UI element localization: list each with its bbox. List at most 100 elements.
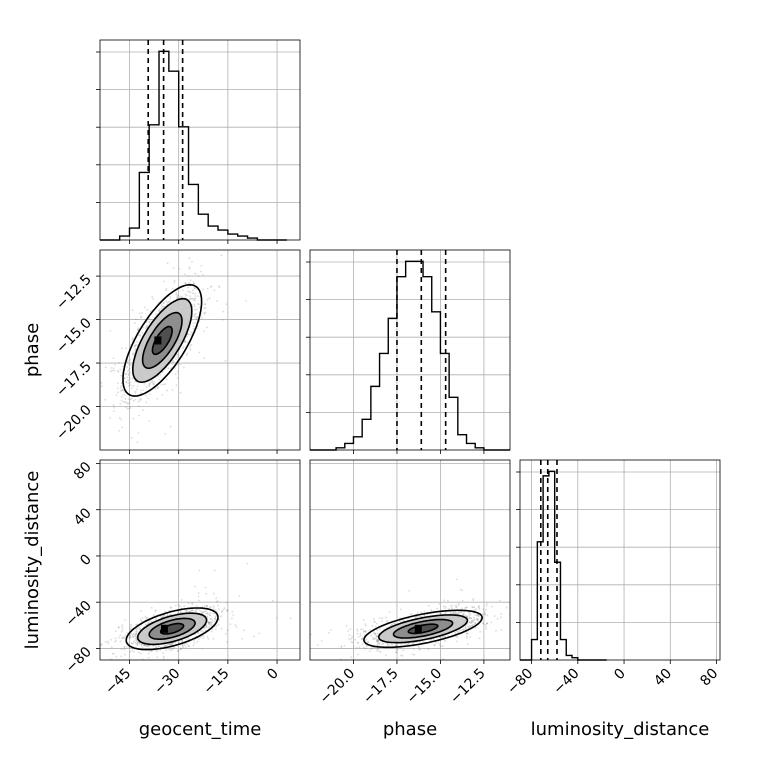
- sample-point: [100, 643, 102, 646]
- sample-point: [218, 608, 220, 610]
- sample-point: [141, 331, 144, 334]
- y-tick-label-phase: −12.5: [53, 272, 95, 314]
- sample-point: [477, 614, 480, 617]
- sample-point: [464, 627, 467, 630]
- sample-point: [155, 617, 158, 620]
- sample-point: [475, 614, 478, 617]
- sample-point: [170, 367, 172, 370]
- sample-point: [362, 631, 365, 633]
- sample-point: [191, 297, 194, 300]
- sample-point: [167, 367, 170, 370]
- contours-phase-vs-luminosity-distance: [363, 609, 484, 649]
- sample-point: [372, 638, 374, 641]
- sample-point: [175, 358, 177, 360]
- sample-point: [364, 631, 367, 633]
- sample-point: [436, 607, 439, 610]
- sample-point: [176, 377, 179, 379]
- sample-point: [109, 658, 112, 660]
- sample-point: [189, 297, 192, 300]
- sample-point: [439, 645, 442, 647]
- sample-point: [184, 282, 187, 284]
- sample-point: [121, 347, 123, 350]
- sample-point: [361, 642, 364, 645]
- sample-point: [423, 614, 426, 617]
- sample-point: [366, 645, 369, 647]
- sample-point: [362, 619, 365, 621]
- sample-point: [477, 620, 480, 622]
- sample-point: [135, 628, 138, 631]
- sample-point: [114, 641, 116, 643]
- sample-point: [143, 306, 146, 309]
- sample-point: [176, 297, 179, 299]
- sample-point: [155, 646, 158, 648]
- sample-point: [177, 650, 179, 652]
- sample-point: [143, 644, 145, 647]
- sample-point: [134, 392, 137, 394]
- sample-point: [117, 626, 120, 629]
- sample-point: [120, 374, 123, 377]
- sample-point: [139, 628, 142, 630]
- sample-point: [272, 599, 274, 602]
- sample-point: [198, 599, 201, 602]
- sample-point: [225, 601, 228, 604]
- sample-point: [495, 629, 497, 632]
- sample-point: [121, 636, 123, 639]
- sample-point: [122, 401, 125, 403]
- sample-point: [460, 629, 463, 632]
- sample-point: [194, 299, 197, 302]
- sample-point: [112, 410, 115, 413]
- sample-point: [172, 647, 174, 650]
- sample-point: [136, 388, 138, 391]
- sample-point: [388, 644, 391, 646]
- sample-point: [140, 644, 143, 647]
- sample-point: [174, 373, 177, 375]
- sample-point: [484, 623, 487, 626]
- sample-point: [209, 606, 212, 609]
- sample-point: [136, 623, 139, 626]
- sample-point: [386, 619, 388, 622]
- sample-point: [207, 621, 210, 624]
- sample-point: [116, 382, 119, 385]
- sample-point: [478, 608, 481, 610]
- sample-point: [164, 432, 167, 435]
- sample-point: [209, 623, 212, 626]
- sample-point: [189, 347, 191, 349]
- sample-point: [484, 613, 487, 616]
- sample-point: [121, 637, 124, 639]
- sample-point: [136, 642, 139, 644]
- sample-point: [124, 401, 127, 404]
- sample-point: [112, 357, 115, 360]
- sample-point: [194, 308, 197, 311]
- sample-point: [470, 620, 473, 623]
- sample-point: [413, 653, 416, 656]
- sample-point: [207, 637, 210, 640]
- sample-point: [421, 640, 424, 643]
- sample-point: [376, 634, 379, 637]
- sample-point: [171, 642, 174, 645]
- sample-point: [162, 302, 165, 305]
- sample-point: [493, 615, 496, 617]
- sample-point: [356, 628, 358, 631]
- sample-point: [179, 391, 182, 394]
- sample-point: [115, 639, 118, 642]
- sample-point: [472, 598, 475, 600]
- sample-point: [191, 602, 193, 604]
- sample-point: [350, 641, 353, 643]
- sample-point: [417, 645, 420, 647]
- sample-point: [364, 623, 367, 625]
- y-tick-label-phase: −17.5: [53, 359, 95, 401]
- sample-point: [417, 615, 420, 618]
- sample-point: [357, 636, 360, 638]
- sample-point: [367, 640, 370, 643]
- sample-point: [139, 335, 142, 337]
- sample-point: [192, 282, 195, 285]
- sample-point: [473, 618, 476, 621]
- sample-point: [450, 612, 453, 615]
- sample-point: [477, 606, 480, 608]
- sample-point: [135, 638, 138, 640]
- sample-point: [215, 597, 218, 600]
- sample-point: [159, 374, 162, 376]
- sample-point: [137, 334, 140, 336]
- sample-point: [163, 645, 165, 647]
- sample-point: [193, 642, 196, 644]
